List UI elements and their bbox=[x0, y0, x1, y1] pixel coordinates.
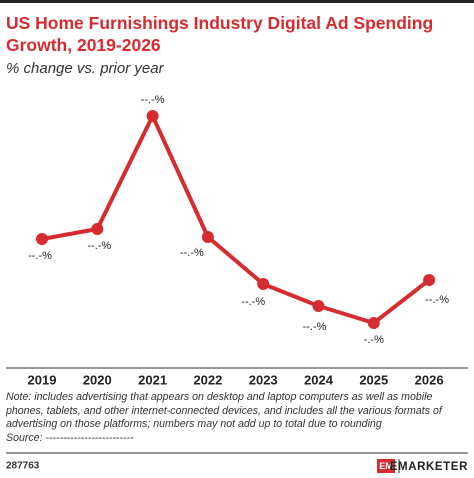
point bbox=[36, 233, 48, 245]
top-rule bbox=[0, 0, 474, 3]
point bbox=[257, 278, 270, 290]
x-tick-label: 2021 bbox=[138, 372, 167, 387]
data-label: --.-% bbox=[28, 250, 52, 262]
data-label: --.-% bbox=[87, 240, 111, 252]
data-label: --.-% bbox=[180, 247, 204, 259]
point bbox=[423, 274, 436, 286]
x-tick-label: 2024 bbox=[304, 372, 334, 387]
x-tick-label: 2023 bbox=[249, 372, 278, 387]
brand: EMARKETER bbox=[390, 461, 468, 473]
logo-mark bbox=[377, 459, 395, 473]
point bbox=[91, 223, 104, 235]
source: Source: ------------------------- bbox=[6, 431, 134, 444]
data-label: -.-% bbox=[364, 334, 384, 346]
x-tick-label: 2026 bbox=[415, 372, 444, 387]
line bbox=[41, 114, 431, 325]
logo: EM bbox=[377, 459, 400, 473]
chart-title: US Home Furnishings Industry Digital Ad … bbox=[6, 13, 433, 55]
data-label: --.-% bbox=[141, 94, 165, 106]
point bbox=[367, 317, 380, 329]
data-label: --.-% bbox=[241, 296, 265, 308]
data-label: --.-% bbox=[303, 321, 327, 333]
data-label: --.-% bbox=[425, 294, 449, 306]
x-tick-label: 2020 bbox=[83, 372, 112, 387]
logo-letters: EM bbox=[379, 461, 393, 471]
chart-id: 287763 bbox=[6, 461, 40, 472]
chart-subtitle: % change vs. prior year bbox=[6, 60, 165, 77]
footnote: Note: includes advertising that appears … bbox=[6, 391, 468, 445]
x-tick-label: 2022 bbox=[193, 372, 222, 387]
point bbox=[201, 231, 214, 243]
x-tick-label: 2025 bbox=[359, 372, 388, 387]
point bbox=[312, 300, 325, 312]
x-tick-label: 2019 bbox=[28, 372, 57, 387]
note: Note: includes advertising that appears … bbox=[6, 391, 442, 430]
point bbox=[146, 110, 159, 122]
